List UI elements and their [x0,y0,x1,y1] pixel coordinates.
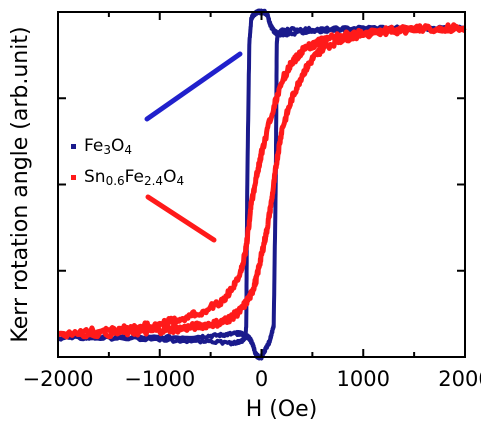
legend-label-part: Fe [125,167,144,187]
sn-fe-o-branch-1 [57,22,466,340]
legend-label-part: 2.4 [144,174,163,188]
x-tick-labels: −2000 −1000 0 1000 2000 [22,367,481,391]
x-tick-label: −1000 [124,367,195,391]
legend-swatch-fe3o4 [71,144,76,149]
legend-label-part: 4 [176,174,184,188]
sn-fe-o-branch-0 [57,22,467,338]
x-axis-title: H (Oe) [246,397,318,422]
fe3o4-branch-0 [57,8,466,347]
legend-label-part: Fe [84,136,103,156]
legend-swatch-sn-fe-o [71,175,76,180]
x-tick-label: 1000 [337,367,390,391]
fe3o4-branch-1 [57,24,466,361]
ticks-layer [57,11,466,358]
legend-label-part: 0.6 [106,174,125,188]
series-layer [57,8,467,361]
legend-label-part: 3 [103,143,111,157]
legend-label-part: O [111,136,124,156]
legend-label-sn-fe-o: Sn0.6Fe2.4O4 [84,167,184,188]
legend-label-part: O [163,167,176,187]
x-tick-label: 2000 [438,367,481,391]
legend-label-part: 4 [124,143,132,157]
x-tick-label: 0 [255,367,268,391]
x-tick-label: −2000 [22,367,93,391]
legend-label-fe3o4: Fe3O4 [84,136,132,157]
legend: Fe3O4 Sn0.6Fe2.4O4 [71,136,184,188]
fe3o4-pointer-line [144,51,243,122]
y-axis-title: Kerr rotation angle (arb.unit) [8,26,33,342]
legend-label-part: Sn [84,167,106,187]
sn-fe-o-pointer-line [145,194,217,243]
